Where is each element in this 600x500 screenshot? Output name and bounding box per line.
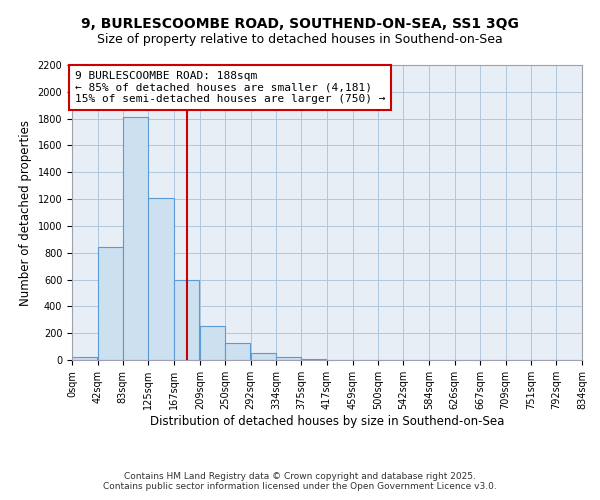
Text: Contains public sector information licensed under the Open Government Licence v3: Contains public sector information licen… (103, 482, 497, 491)
Bar (174, 280, 199, 360)
Bar (276, 356, 301, 360)
Bar (123, 118, 148, 360)
X-axis label: Distribution of detached houses by size in Southend-on-Sea: Distribution of detached houses by size … (150, 414, 504, 428)
Y-axis label: Number of detached properties: Number of detached properties (19, 120, 32, 306)
Bar (200, 326, 225, 360)
Text: Size of property relative to detached houses in Southend-on-Sea: Size of property relative to detached ho… (97, 32, 503, 46)
Text: Contains HM Land Registry data © Crown copyright and database right 2025.: Contains HM Land Registry data © Crown c… (124, 472, 476, 481)
Text: 9, BURLESCOOMBE ROAD, SOUTHEND-ON-SEA, SS1 3QG: 9, BURLESCOOMBE ROAD, SOUTHEND-ON-SEA, S… (81, 18, 519, 32)
Bar (148, 198, 173, 360)
Bar (72, 356, 97, 360)
Bar (225, 343, 250, 360)
Bar (98, 248, 123, 360)
Bar (251, 354, 275, 360)
Text: 9 BURLESCOOMBE ROAD: 188sqm
← 85% of detached houses are smaller (4,181)
15% of : 9 BURLESCOOMBE ROAD: 188sqm ← 85% of det… (74, 71, 385, 104)
